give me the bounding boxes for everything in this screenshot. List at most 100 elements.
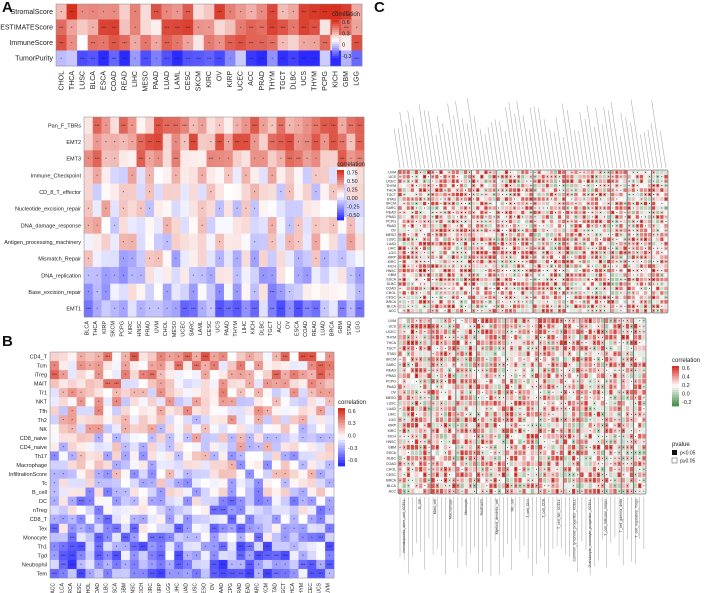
heatmap-cell [289, 379, 299, 389]
dot-cell [496, 259, 500, 264]
significance-mark: *** [61, 553, 66, 558]
dot-cell [402, 188, 406, 193]
heatmap-cell [182, 4, 194, 20]
heatmap-cell [289, 424, 299, 434]
heatmap-cell [227, 496, 237, 506]
c-row-labels: UVMUCSUCECTHYMTHCATGCTSTADSKCMSARCREADPR… [386, 170, 397, 313]
heatmap-cell [218, 541, 228, 552]
significance-dot [653, 211, 655, 213]
dot-cell [447, 214, 451, 219]
significance-mark: *** [69, 9, 74, 14]
significance-mark: * [205, 363, 207, 368]
heatmap-cell [192, 496, 202, 506]
significance-mark: * [54, 472, 56, 477]
heatmap-cell [232, 167, 242, 184]
dot-cell [594, 188, 599, 193]
significance-dot [608, 265, 610, 267]
heatmap-cell [329, 233, 339, 251]
heatmap-cell [103, 469, 113, 479]
heatmap-cell [174, 532, 184, 543]
heatmap-cell [129, 496, 140, 506]
heatmap-cell [232, 217, 242, 234]
dot-cell [451, 268, 455, 273]
dot-cell [455, 206, 460, 210]
dot-cell [643, 286, 648, 291]
dot-cell [398, 250, 402, 255]
heatmap-cell [289, 550, 299, 561]
heatmap-cell [110, 300, 120, 318]
dot-cell [606, 273, 611, 277]
dot-cell [549, 268, 554, 273]
heatmap-cell [50, 424, 60, 434]
significance-dot [424, 180, 426, 182]
dot-cell [545, 237, 550, 242]
significance-mark: *** [340, 306, 345, 311]
heatmap-cell [267, 35, 278, 51]
significance-mark: * [271, 240, 273, 245]
significance-dot [510, 243, 511, 245]
colorbar-step [332, 54, 339, 57]
dot-cell [611, 228, 615, 233]
heatmap-cell [329, 283, 339, 301]
significance-mark: * [142, 372, 144, 377]
heatmap-cell [92, 233, 102, 251]
significance-mark: * [151, 363, 153, 368]
significance-mark: * [201, 306, 203, 311]
colorbar-step [338, 445, 345, 449]
dot-cell [623, 228, 627, 233]
dot-cell [476, 210, 480, 215]
significance-mark: *** [159, 535, 164, 540]
heatmap-cell [267, 4, 278, 20]
significance-dot [432, 252, 434, 254]
dot-cell [414, 295, 419, 300]
dot-cell [508, 197, 513, 201]
heatmap-cell [307, 442, 317, 452]
significance-mark: * [107, 472, 109, 477]
heatmap-cell [165, 487, 175, 497]
heatmap-cell [119, 150, 129, 168]
significance-mark: * [219, 156, 221, 161]
heatmap-cell [241, 117, 251, 134]
heatmap-cell [325, 523, 335, 534]
dot-cell [504, 264, 509, 269]
heatmap-cell [84, 233, 94, 251]
significance-dot [640, 220, 642, 222]
significance-dot [587, 203, 589, 205]
significance-dot [485, 216, 487, 218]
significance-dot [653, 283, 655, 285]
significance-mark: * [276, 517, 278, 522]
column-label: THYM [269, 71, 276, 91]
row-label: TumorPurity [15, 55, 53, 62]
dot-cell [410, 201, 415, 206]
heatmap-cell [280, 433, 290, 443]
dot-cell [508, 246, 513, 251]
dot-cell [443, 179, 447, 184]
heatmap-cell [200, 460, 211, 470]
heatmap-cell [316, 442, 326, 452]
dot-cell [639, 277, 644, 282]
significance-mark: *** [79, 499, 84, 504]
dot-cell [492, 277, 496, 282]
colorbar-tick: 0.3 [348, 421, 356, 427]
significance-dot [522, 261, 524, 263]
dot-cell [459, 290, 464, 295]
significance-mark: * [293, 372, 295, 377]
heatmap-cell [289, 406, 299, 416]
heatmap-cell [50, 397, 60, 407]
significance-dot [448, 287, 450, 289]
significance-mark: *** [238, 553, 243, 558]
dot-cell [602, 232, 607, 237]
significance-dot [460, 180, 462, 182]
significance-dot [440, 229, 442, 231]
heatmap-cell [67, 451, 77, 461]
heatmap-cell [154, 167, 164, 184]
heatmap-cell [84, 267, 94, 284]
significance-dot [493, 287, 495, 289]
dot-cell [647, 268, 652, 273]
colorbar-step [338, 416, 345, 420]
heatmap-cell [119, 300, 129, 318]
significance-dot [612, 283, 614, 285]
significance-dot [501, 234, 503, 236]
heatmap-cell [127, 133, 137, 151]
heatmap-cell [227, 370, 237, 380]
